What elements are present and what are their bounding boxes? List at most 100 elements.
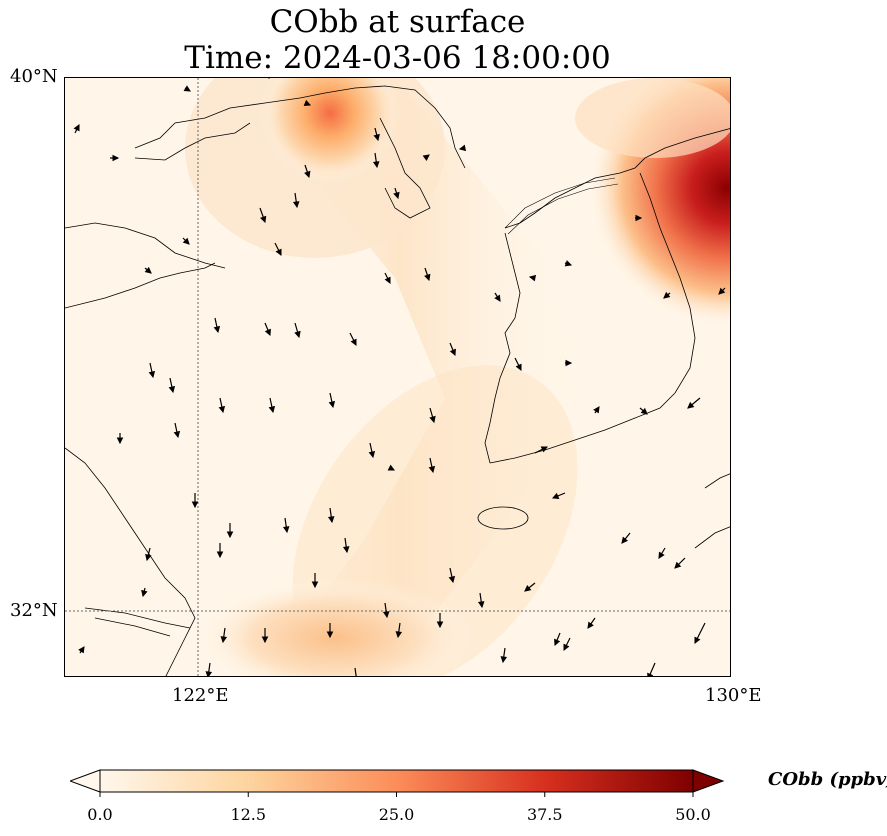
colorbar-tick-label: 50.0: [675, 805, 711, 824]
colorbar-graphic: [68, 769, 725, 797]
wind-arrow-head: [372, 161, 380, 169]
wind-arrow-head: [424, 273, 431, 282]
wind-arrow-head: [191, 501, 199, 509]
wind-arrow-head: [173, 430, 181, 439]
wind-arrow-head: [477, 601, 485, 609]
wind-arrow-head: [393, 191, 400, 200]
colorbar-title: CObb (ppbv): [768, 769, 887, 790]
wind-arrow-head: [429, 415, 436, 424]
colorbar-extend-max: [692, 769, 725, 793]
wind-arrow-head: [500, 656, 508, 664]
wind-arrow-head: [554, 638, 561, 647]
wind-arrow-head: [260, 215, 267, 224]
wind-arrow-head: [718, 287, 726, 295]
wind-arrow-head: [428, 465, 436, 474]
wind-arrow-head: [551, 492, 560, 499]
concentration-field: [65, 78, 730, 676]
wind-arrow-head: [647, 672, 654, 676]
wind-arrow-head: [635, 214, 643, 222]
wind-arrow-head: [563, 643, 570, 652]
wind-arrow-head: [494, 294, 501, 302]
wind-arrow-head: [264, 328, 271, 337]
colorbar-tick-label: 37.5: [526, 805, 563, 824]
lon-tick-122e: 122°E: [172, 685, 229, 706]
wind-vectors: [73, 78, 726, 676]
wind-arrow-head: [515, 363, 522, 371]
wind-arrow-head: [275, 248, 282, 256]
map-panel: [64, 77, 731, 677]
wind-arrow-head: [694, 636, 701, 645]
wind-arrow-head: [112, 154, 120, 162]
wind-arrow-head: [640, 407, 648, 415]
wind-arrow-head: [218, 405, 226, 414]
wind-arrow-head: [593, 406, 600, 414]
map-canvas: [65, 78, 730, 676]
lat-tick-32n: 32°N: [10, 600, 58, 621]
wind-arrow-head: [311, 581, 319, 589]
wind-arrow-head: [292, 201, 300, 209]
gridlines: [65, 78, 730, 676]
wind-arrow-head: [587, 621, 594, 629]
colorbar: [68, 768, 726, 802]
wind-arrow-head: [327, 516, 335, 524]
wind-arrow-head: [141, 589, 148, 598]
wind-arrow-head: [182, 237, 190, 245]
wind-arrow-head: [449, 348, 456, 357]
wind-arrow-head: [183, 85, 191, 92]
wind-arrow-head: [350, 338, 357, 346]
wind-arrow-head: [78, 646, 85, 654]
wind-arrow-head: [216, 551, 224, 559]
wind-arrow-head: [144, 266, 152, 274]
wind-arrow-head: [326, 631, 334, 639]
wind-arrow-head: [148, 370, 156, 379]
wind-arrow-head: [145, 553, 152, 562]
wind-arrow-head: [282, 526, 290, 534]
wind-arrow-shaft: [354, 667, 357, 676]
wind-arrow-head: [213, 325, 221, 334]
colorbar-tick-label: 12.5: [230, 805, 267, 824]
wind-arrow-head: [524, 584, 532, 592]
wind-arrow-head: [368, 450, 376, 459]
wind-arrow-head: [674, 561, 682, 569]
wind-arrow-head: [303, 99, 312, 107]
wind-arrow-head: [342, 546, 350, 554]
coastlines: [65, 85, 730, 676]
wind-arrow-head: [268, 405, 276, 414]
wind-arrow-head: [328, 400, 336, 409]
wind-arrow-head: [436, 621, 444, 629]
wind-arrow-shaft: [648, 662, 656, 676]
lat-tick-40n: 40°N: [10, 66, 58, 87]
wind-arrow-head: [116, 437, 124, 445]
wind-arrow-head: [621, 536, 629, 544]
wind-arrow-head: [565, 359, 573, 367]
wind-arrow-head: [395, 631, 403, 639]
wind-arrow-head: [382, 611, 390, 619]
wind-arrow-head: [448, 575, 456, 584]
wind-arrow-head: [294, 330, 301, 339]
wind-arrow-head: [663, 291, 671, 299]
wind-arrow-head: [220, 636, 228, 644]
wind-arrow-head: [658, 551, 665, 559]
wind-arrow-head: [226, 531, 234, 539]
wind-arrow-head: [387, 464, 395, 471]
wind-arrow-head: [168, 385, 176, 394]
lon-tick-130e: 130°E: [705, 685, 762, 706]
wind-arrow-head: [540, 446, 548, 453]
wind-arrow-head: [384, 276, 391, 284]
colorbar-ramp: [99, 769, 694, 793]
wind-arrow-head: [73, 123, 80, 132]
wind-arrow-head: [564, 260, 573, 267]
colorbar-extend-min: [68, 769, 101, 793]
colorbar-tick-label: 25.0: [378, 805, 415, 824]
wind-arrow-head: [687, 401, 695, 409]
wind-arrow-head: [458, 144, 467, 152]
map-title: CObb at surface: [269, 4, 526, 40]
wind-arrow-head: [205, 671, 213, 676]
wind-arrow-head: [528, 274, 537, 282]
wind-arrow-head: [422, 154, 430, 161]
colorbar-tick-label: 0.0: [87, 805, 113, 824]
map-subtitle-time: Time: 2024-03-06 18:00:00: [184, 40, 611, 76]
wind-arrow-head: [373, 133, 380, 142]
wind-arrow-head: [261, 636, 269, 644]
wind-arrow-head: [304, 170, 311, 179]
